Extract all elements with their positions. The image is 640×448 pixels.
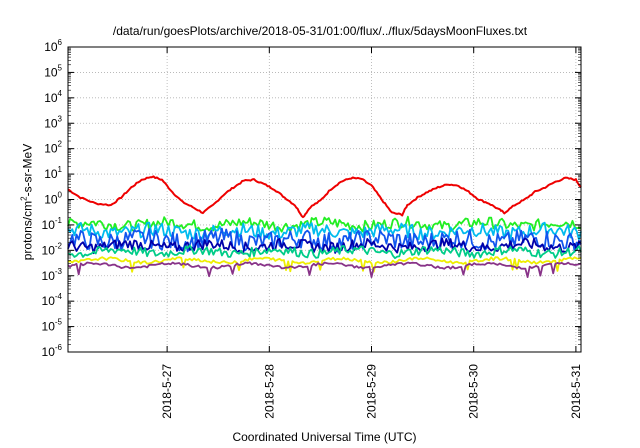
x-tick-label: 2018-5-30 [467,364,481,419]
y-tick-label: 100 [44,191,62,207]
series-line [67,175,582,219]
x-tick-label: 2018-5-29 [365,364,379,419]
y-tick-label: 10-5 [42,318,63,334]
series-line [67,261,582,278]
y-tick-label: 10-2 [42,241,63,257]
x-tick-label: 2018-5-31 [569,364,583,419]
series-line [67,256,582,273]
x-tick-label: 2018-5-28 [262,364,276,419]
series-line [67,244,582,260]
y-tick-label: 10-1 [42,216,63,232]
y-axis-label: protons/cm2-s-sr-MeV [19,143,35,261]
series-group [67,175,582,278]
y-tick-label: 104 [44,89,62,105]
x-tick-labels: 2018-5-27 2018-5-28 2018-5-29 2018-5-30 2018… [160,364,583,419]
plot-frame [67,46,582,353]
y-tick-label: 106 [44,38,62,54]
y-tick-label: 101 [44,165,62,181]
x-axis-label: Coordinated Universal Time (UTC) [232,430,417,444]
y-tick-label: 105 [44,63,62,79]
chart-title: /data/run/goesPlots/archive/2018-05-31/0… [112,24,528,38]
grid-lines [68,47,581,352]
y-tick-label: 10-6 [42,343,63,359]
y-tick-label: 102 [44,140,62,156]
y-tick-label: 103 [44,114,62,130]
x-tick-label: 2018-5-27 [160,364,174,419]
y-tick-label: 10-3 [42,267,63,283]
tick-marks [68,46,581,353]
series-line [67,221,582,242]
y-tick-label: 10-4 [42,292,63,308]
y-tick-labels: 10-6 10-5 10-4 10-3 10-2 10-1 100 101 102 103 104 1… [42,38,63,359]
